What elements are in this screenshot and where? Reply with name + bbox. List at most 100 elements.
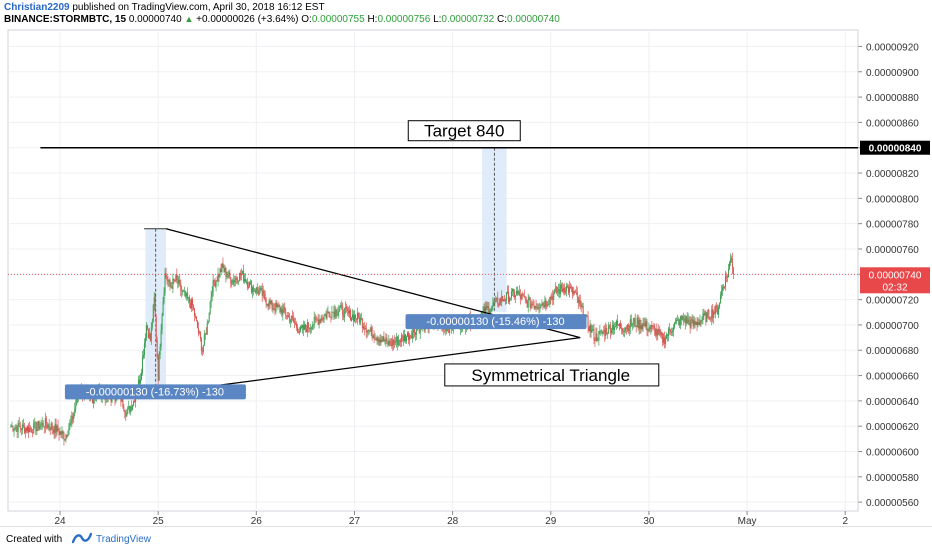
footer: Created with TradingView	[0, 526, 932, 551]
candle-body	[640, 325, 642, 329]
candle-body	[541, 303, 543, 306]
candle-body	[45, 418, 47, 425]
candle-body	[545, 300, 547, 306]
candle-body	[616, 320, 618, 326]
candle-body	[174, 280, 176, 281]
candle-body	[303, 324, 305, 330]
candle-body	[615, 325, 617, 328]
candle-body	[726, 276, 728, 278]
candle-body	[47, 424, 49, 428]
candle-body	[254, 290, 256, 293]
candle-body	[621, 329, 623, 332]
candle-body	[290, 319, 292, 322]
candle-body	[614, 327, 616, 330]
candle-body	[129, 406, 131, 413]
candle-body	[558, 288, 560, 291]
candle-body	[542, 303, 544, 305]
candle-body	[623, 331, 625, 332]
candle-body	[352, 314, 354, 322]
candle-body	[682, 315, 684, 320]
candle-body	[729, 259, 731, 263]
tradingview-logo-icon[interactable]	[72, 531, 92, 545]
candle-body	[412, 328, 414, 333]
candle-body	[300, 326, 302, 328]
symbol-label[interactable]: BINANCE:STORMBTC, 15	[4, 14, 127, 25]
candle-body	[195, 316, 197, 321]
plot-area	[7, 29, 859, 512]
candle-body	[382, 336, 384, 342]
y-tick-label: 0.00000820	[866, 169, 919, 180]
candle-body	[653, 326, 655, 328]
price-chart[interactable]: 0.00000560 0.00000580 0.00000600 0.00000620…	[0, 0, 932, 526]
candle-body	[336, 315, 338, 316]
candle-body	[392, 339, 394, 346]
candle-body	[548, 303, 550, 305]
candle-body	[553, 292, 555, 300]
candle-body	[304, 324, 306, 329]
candle-body	[671, 331, 673, 333]
candle-body	[193, 308, 195, 317]
candle-body	[687, 319, 689, 324]
candle-body	[353, 315, 355, 322]
candle-body	[141, 357, 143, 373]
candle-body	[663, 337, 665, 343]
candle-body	[198, 332, 200, 334]
candle-body	[418, 326, 420, 333]
candle-body	[675, 319, 677, 322]
candle-body	[517, 291, 519, 294]
candle-body	[167, 280, 169, 282]
candle-body	[721, 291, 723, 295]
candle-body	[510, 297, 512, 299]
candle-body	[704, 312, 706, 316]
candle-body	[563, 288, 565, 292]
candle-body	[92, 398, 94, 404]
x-tick-label: 26	[251, 516, 263, 526]
candle-body	[246, 281, 248, 288]
candle-body	[363, 326, 365, 330]
candle-body	[268, 300, 270, 307]
candle-body	[580, 304, 582, 307]
candle-body	[325, 314, 327, 319]
candle-body	[66, 434, 68, 437]
candle-body	[577, 296, 579, 303]
candle-body	[327, 311, 329, 314]
candle-body	[296, 323, 298, 328]
y-tick-label: 0.00000780	[866, 220, 919, 231]
candle-body	[674, 321, 676, 323]
candle-body	[605, 327, 607, 336]
candle-body	[500, 298, 502, 303]
candle-body	[645, 321, 647, 327]
candle-body	[506, 292, 508, 300]
candle-body	[490, 308, 492, 312]
candle-body	[716, 305, 718, 308]
candle-body	[597, 340, 599, 341]
candle-body	[16, 426, 18, 432]
candle-body	[233, 280, 235, 283]
candle-body	[321, 318, 323, 320]
candle-body	[362, 326, 364, 328]
candle-body	[56, 425, 58, 433]
candle-body	[521, 294, 523, 296]
candle-body	[39, 426, 41, 430]
candle-body	[535, 306, 537, 308]
tradingview-brand[interactable]: TradingView	[96, 534, 152, 545]
candle-body	[587, 316, 589, 327]
candle-body	[574, 291, 576, 293]
candle-body	[310, 327, 312, 330]
candle-body	[372, 335, 374, 338]
candle-body	[559, 288, 561, 295]
author-link[interactable]: Christian2209	[4, 2, 70, 13]
candle-body	[561, 284, 563, 289]
candle-body	[665, 338, 667, 345]
candle-body	[52, 428, 54, 430]
candle-body	[625, 328, 627, 330]
candle-body	[718, 307, 720, 315]
candle-body	[684, 318, 686, 324]
candle-body	[28, 426, 30, 433]
candle-body	[150, 327, 152, 341]
candle-body	[58, 431, 60, 435]
candle-body	[493, 302, 495, 304]
candle-body	[163, 292, 165, 302]
candle-body	[361, 318, 363, 328]
candle-body	[124, 411, 126, 414]
